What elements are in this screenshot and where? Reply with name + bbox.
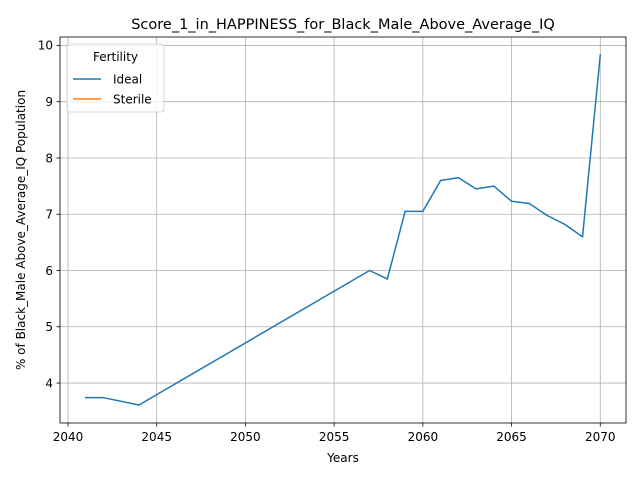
x-tick-label: 2050 [230, 430, 261, 444]
legend-box [66, 43, 165, 113]
chart-title: Score_1_in_HAPPINESS_for_Black_Male_Abov… [131, 17, 555, 33]
legend-title: Fertility [93, 50, 138, 64]
data-point-ideal [564, 223, 566, 226]
data-point-ideal [457, 176, 460, 179]
y-tick-label: 6 [45, 264, 53, 278]
data-point-ideal [84, 396, 87, 399]
legend-label-ideal: Ideal [113, 73, 142, 87]
data-point-ideal [138, 404, 140, 406]
grid [60, 37, 626, 423]
y-tick-label: 7 [45, 208, 53, 222]
data-point-ideal [422, 210, 424, 213]
series-lines [84, 54, 602, 406]
x-tick-label: 2065 [496, 430, 527, 444]
y-tick-label: 8 [45, 151, 53, 165]
x-tick-label: 2045 [141, 430, 172, 444]
y-tick-label: 5 [45, 320, 53, 334]
data-point-ideal [475, 188, 477, 190]
data-point-ideal [510, 200, 513, 203]
axis-ticks: 2040 2045 2050 2055 2060 2065 2070 4 5 6 7 8 9 10 [38, 39, 616, 444]
data-point-ideal [102, 396, 105, 399]
y-tick-label: 4 [45, 376, 53, 390]
legend: Fertility Ideal Sterile [66, 43, 165, 113]
plot-frame [59, 36, 627, 424]
data-point-ideal [546, 214, 548, 217]
y-tick-label: 10 [38, 39, 53, 53]
legend-label-sterile: Sterile [113, 93, 152, 107]
data-point-ideal [528, 202, 531, 205]
data-point-ideal [581, 236, 584, 238]
data-point-ideal [404, 210, 406, 213]
x-tick-label: 2060 [408, 430, 439, 444]
y-tick-label: 9 [45, 95, 53, 109]
data-point-ideal [386, 278, 389, 280]
x-tick-label: 2070 [585, 430, 616, 444]
data-point-ideal [493, 185, 495, 187]
x-axis-title: Years [326, 451, 359, 465]
y-axis-title: % of Black_Male Above_Average_IQ Populat… [14, 90, 28, 370]
data-point-ideal [599, 54, 602, 56]
data-point-ideal [368, 269, 371, 272]
data-point-ideal [439, 179, 442, 182]
x-tick-label: 2040 [53, 430, 84, 444]
x-tick-label: 2055 [319, 430, 350, 444]
